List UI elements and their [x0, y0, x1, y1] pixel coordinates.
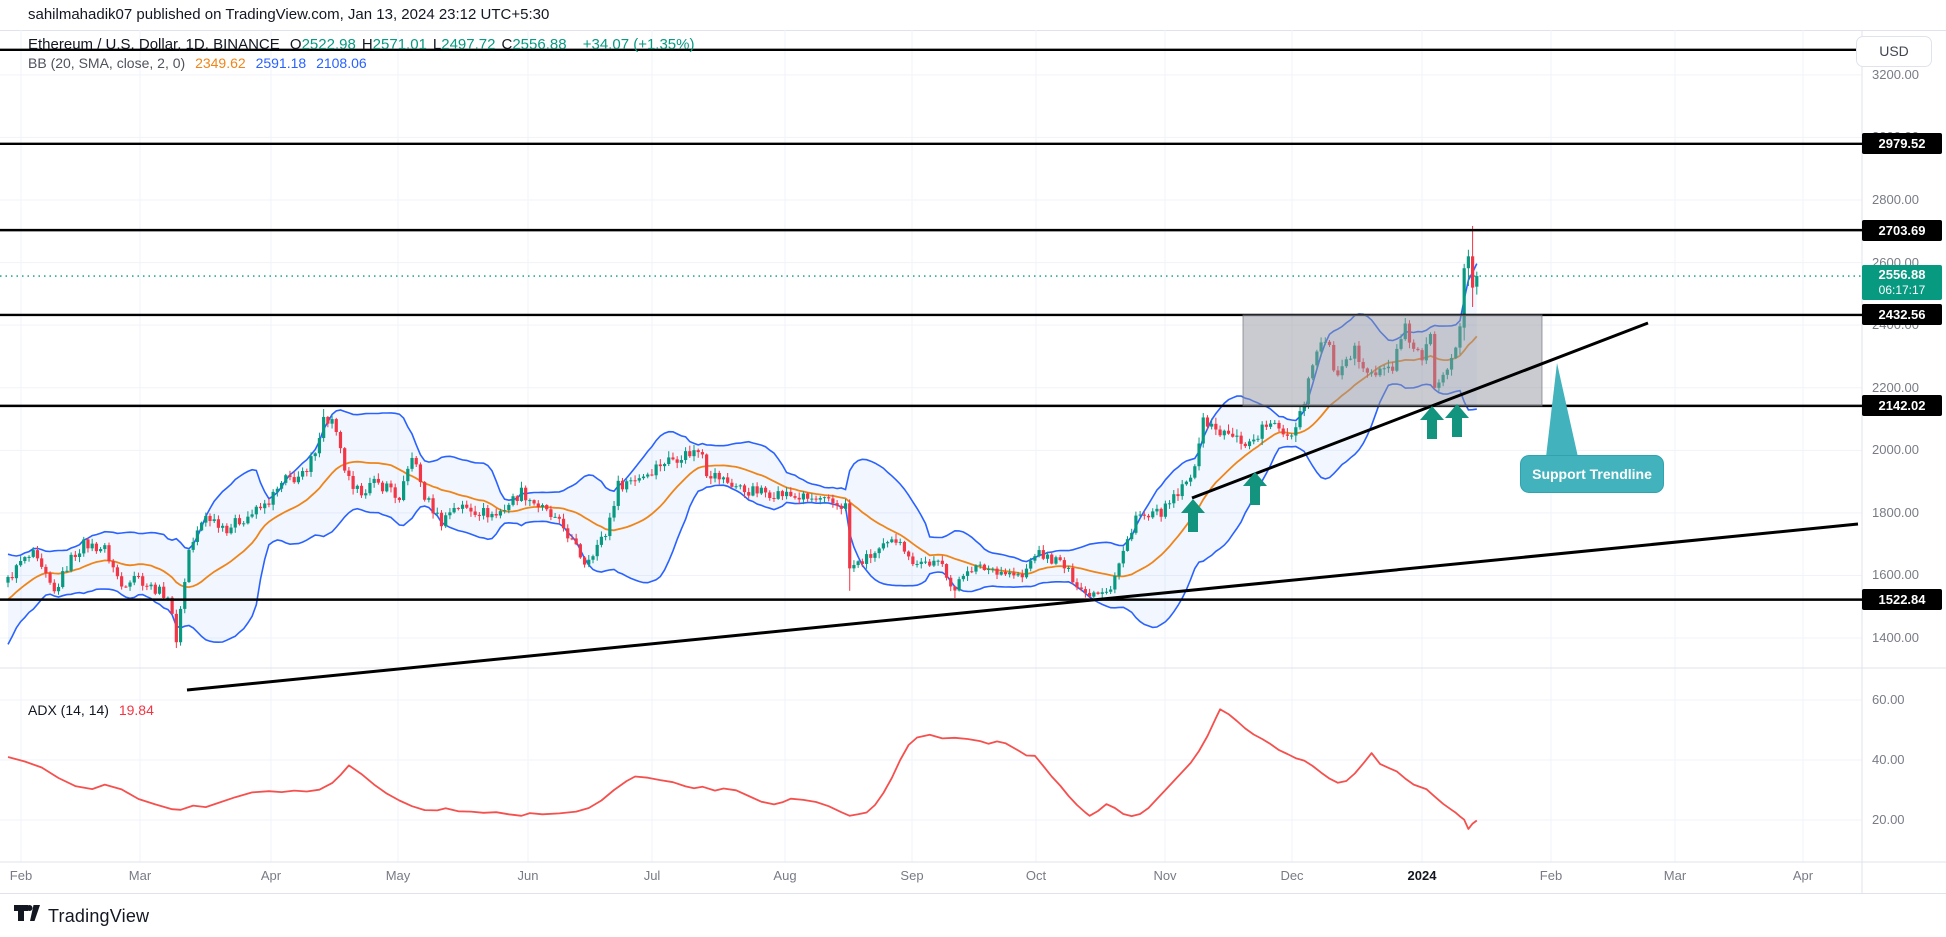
level-lines[interactable]	[0, 48, 1862, 601]
long-term-trendline[interactable]	[186, 522, 1859, 692]
gridlines	[0, 30, 1862, 862]
support-trendline-callout[interactable]: Support Trendline	[1520, 455, 1664, 493]
up-arrow-icon[interactable]	[1420, 406, 1444, 439]
currency-toggle-button[interactable]: USD	[1856, 36, 1932, 67]
attribution-bar: sahilmahadik07 published on TradingView.…	[0, 0, 1946, 31]
consolidation-box[interactable]	[1242, 314, 1543, 407]
attribution-text: sahilmahadik07 published on TradingView.…	[28, 6, 550, 23]
callout-pointer	[1546, 363, 1578, 457]
bb-upper-band	[7, 263, 1478, 563]
pane-borders	[0, 30, 1946, 893]
up-arrow-icon[interactable]	[1243, 472, 1267, 505]
up-arrow-icon[interactable]	[1181, 499, 1205, 532]
bb-fill	[8, 263, 1477, 645]
up-arrow-icon[interactable]	[1445, 404, 1469, 437]
bb-lower-band	[7, 383, 1477, 645]
buy-arrows	[1181, 404, 1469, 532]
bb-basis-line	[7, 335, 1478, 600]
support-trendline[interactable]	[1191, 321, 1649, 500]
adx-line	[7, 708, 1478, 830]
adx-pane	[7, 708, 1478, 830]
